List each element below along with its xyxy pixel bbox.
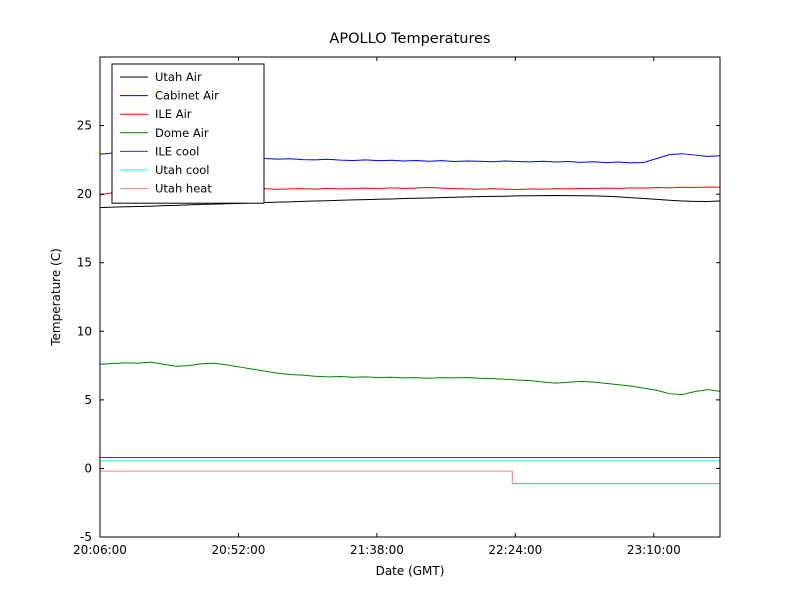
series-line-utah-air (100, 195, 720, 209)
series-line-dome-air (100, 361, 720, 396)
x-tick-label: 20:06:00 (73, 543, 127, 557)
legend-label: Dome Air (155, 126, 209, 140)
x-axis (99, 57, 655, 537)
x-tick-label: 23:10:00 (627, 543, 681, 557)
y-tick-label: 10 (77, 324, 92, 338)
y-axis-label: Temperature (C) (49, 248, 63, 347)
y-tick-label: 25 (77, 119, 92, 133)
legend: Utah Air Cabinet Air ILE Air Dome Air ILE co… (111, 63, 265, 204)
legend-label: ILE Air (155, 107, 192, 121)
legend-label: Cabinet Air (155, 89, 219, 103)
legend-label: ILE cool (155, 144, 199, 158)
x-axis-label: Date (GMT) (376, 564, 445, 578)
plot-frame (99, 56, 721, 538)
chart-title: APOLLO Temperatures (329, 31, 490, 47)
y-tick-label: 15 (77, 256, 92, 270)
series-lines (100, 152, 720, 485)
y-tick-label: 0 (84, 461, 92, 475)
x-tick-label: 22:24:00 (488, 543, 542, 557)
legend-box (111, 63, 265, 204)
y-tick-label: -5 (80, 530, 92, 544)
y-axis (100, 125, 720, 538)
y-tick-label: 20 (77, 187, 92, 201)
series-line-utah-heat (100, 470, 720, 485)
legend-label: Utah Air (155, 70, 202, 84)
x-tick-label: 20:52:00 (211, 543, 265, 557)
legend-label: Utah cool (155, 163, 210, 177)
x-tick-label: 21:38:00 (350, 543, 404, 557)
legend-label: Utah heat (155, 182, 212, 196)
y-tick-label: 5 (84, 393, 92, 407)
